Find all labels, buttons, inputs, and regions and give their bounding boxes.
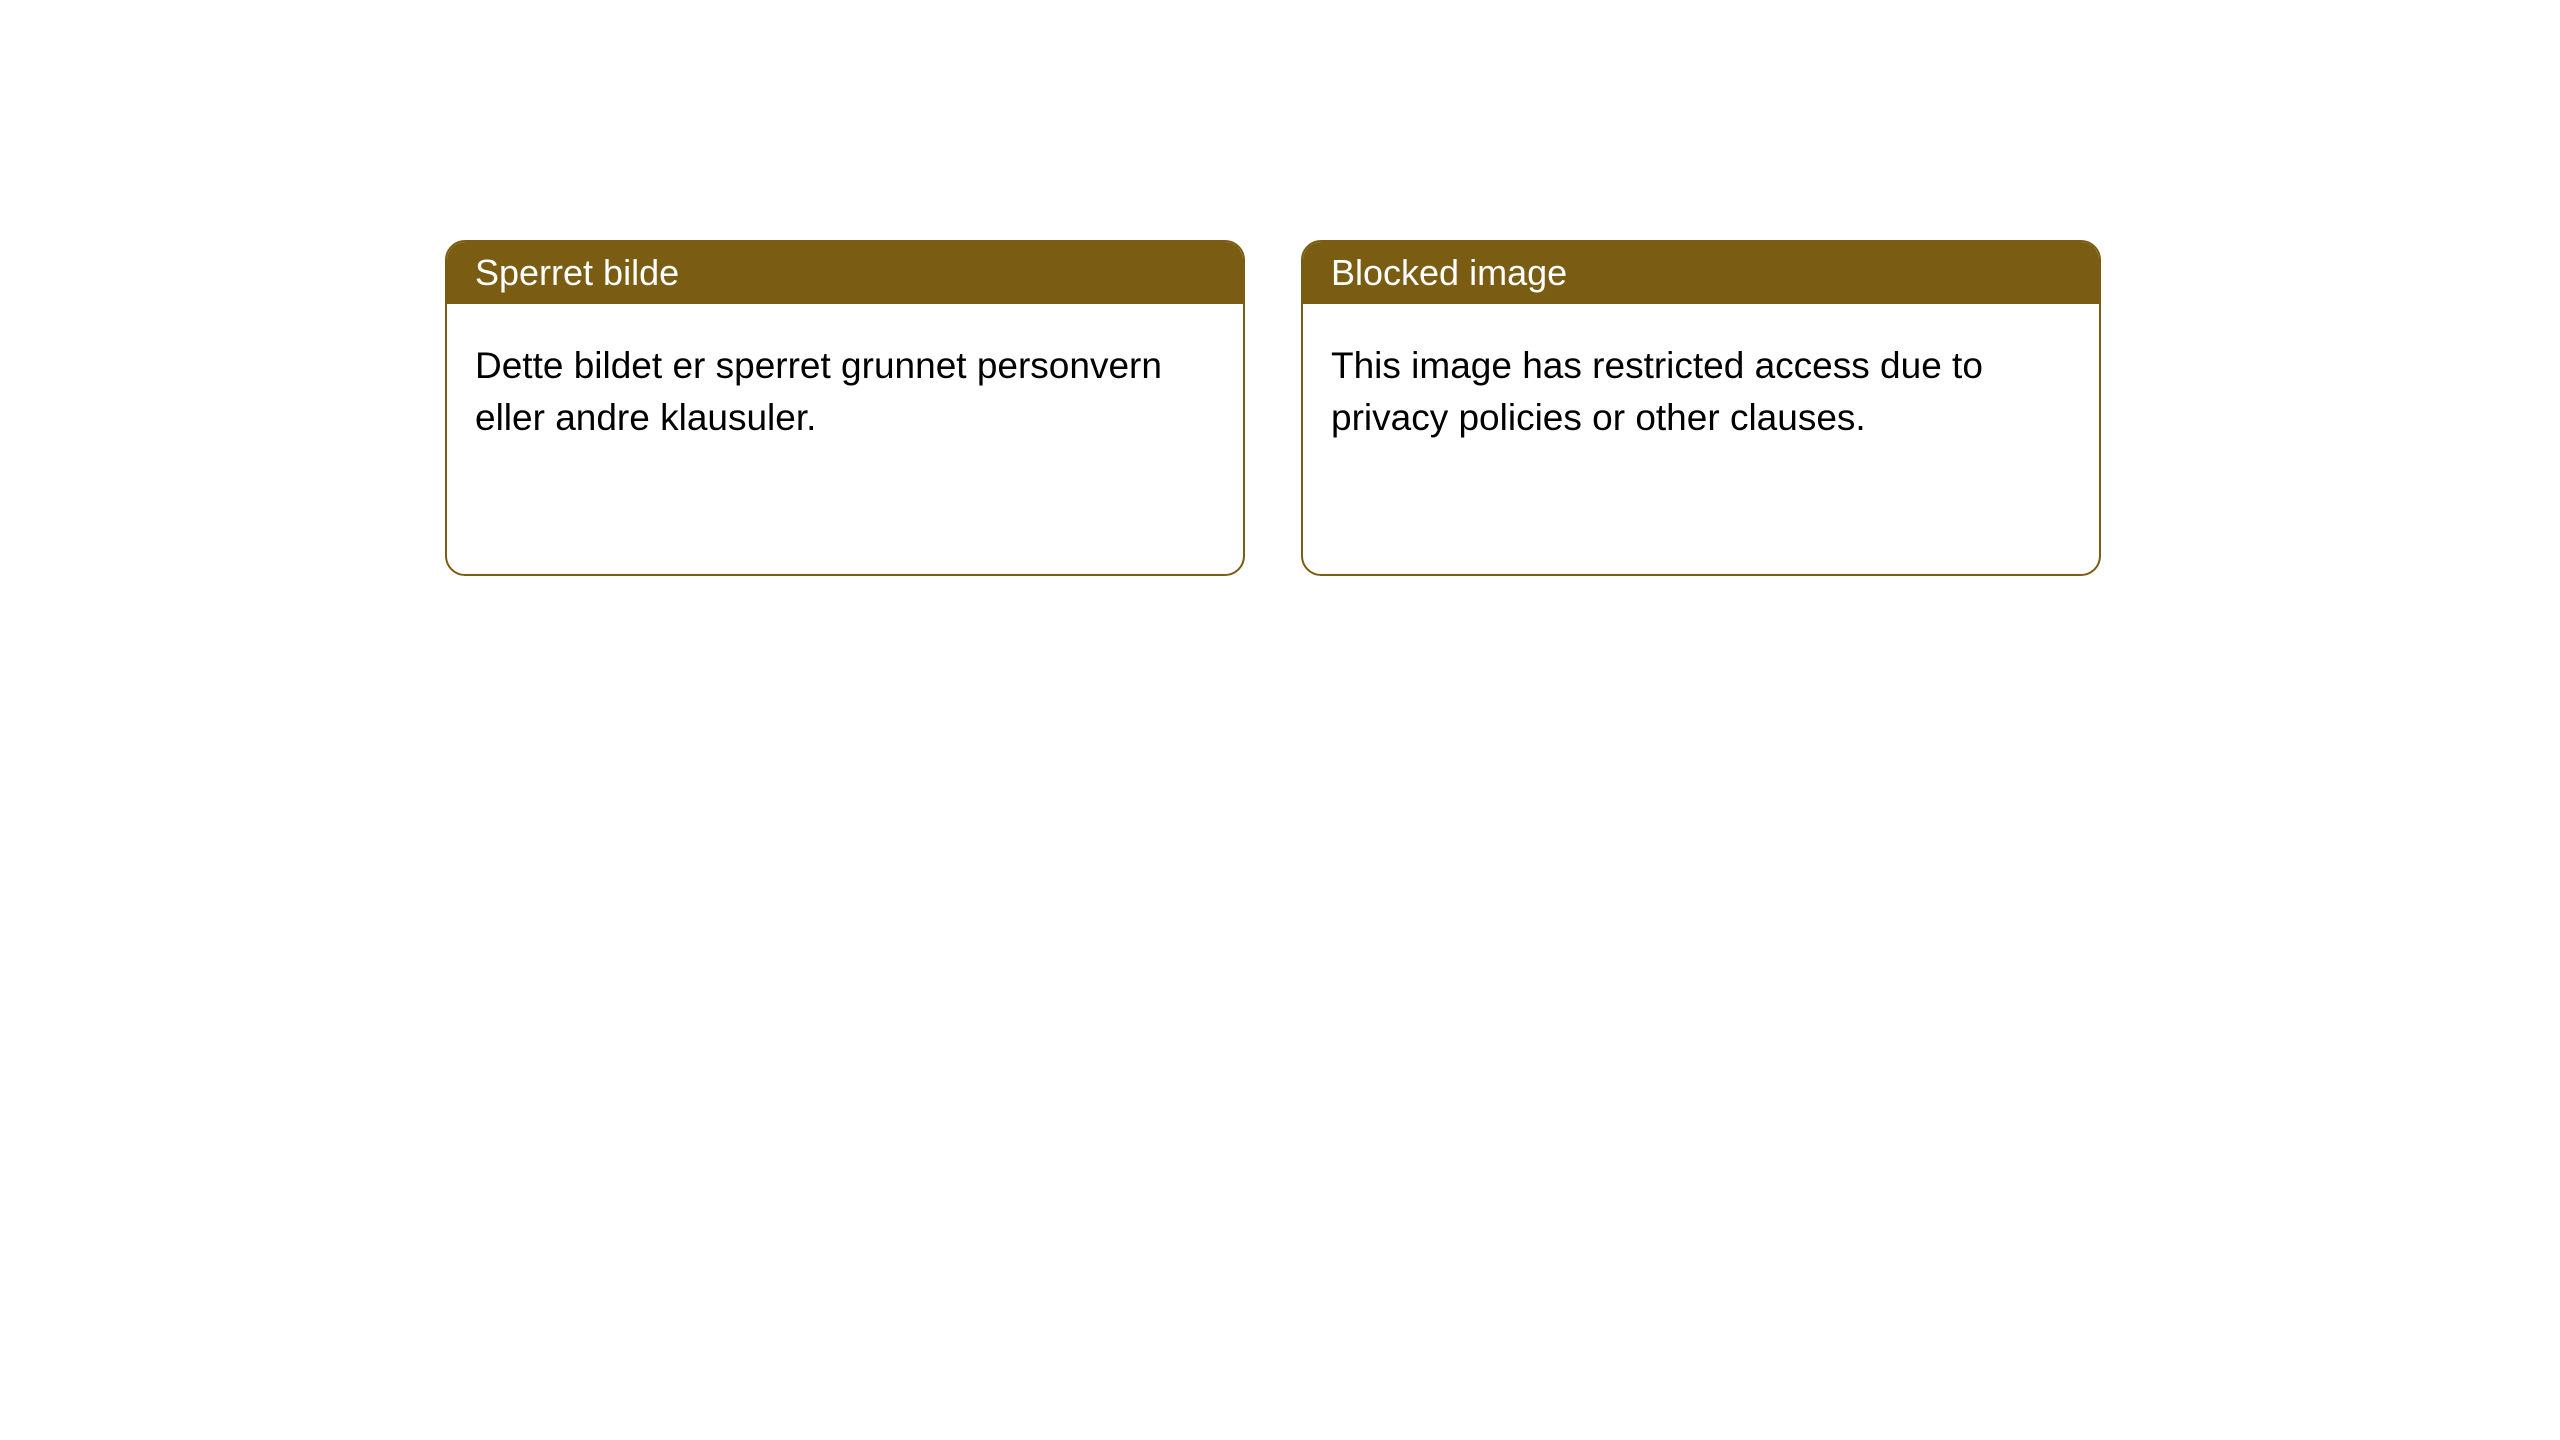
card-header: Blocked image (1303, 242, 2099, 304)
blocked-image-card-no: Sperret bilde Dette bildet er sperret gr… (445, 240, 1245, 576)
card-title: Blocked image (1331, 252, 1567, 293)
blocked-image-card-en: Blocked image This image has restricted … (1301, 240, 2101, 576)
card-header: Sperret bilde (447, 242, 1243, 304)
card-message: Dette bildet er sperret grunnet personve… (475, 345, 1162, 438)
card-body: This image has restricted access due to … (1303, 304, 2099, 480)
card-message: This image has restricted access due to … (1331, 345, 1983, 438)
cards-container: Sperret bilde Dette bildet er sperret gr… (0, 0, 2560, 576)
card-title: Sperret bilde (475, 252, 679, 293)
card-body: Dette bildet er sperret grunnet personve… (447, 304, 1243, 480)
